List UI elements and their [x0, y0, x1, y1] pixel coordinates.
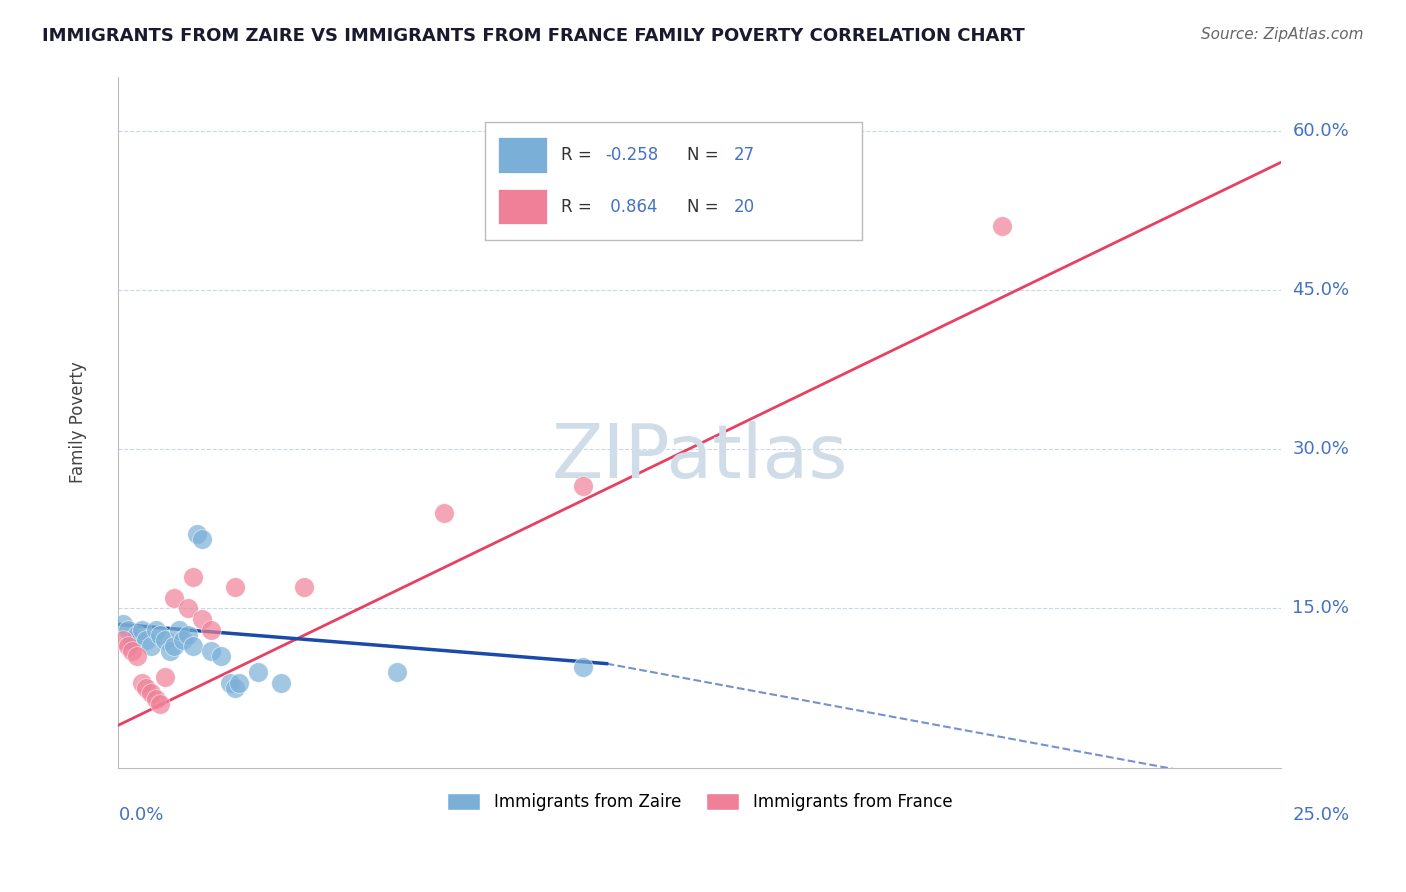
Point: [149, 628, 172, 642]
Text: IMMIGRANTS FROM ZAIRE VS IMMIGRANTS FROM FRANCE FAMILY POVERTY CORRELATION CHART: IMMIGRANTS FROM ZAIRE VS IMMIGRANTS FROM…: [42, 27, 1025, 45]
Text: 0.0%: 0.0%: [118, 805, 163, 823]
Point: [167, 623, 190, 637]
Point: [177, 628, 200, 642]
Point: [172, 633, 194, 648]
Point: [131, 675, 153, 690]
Point: [139, 639, 162, 653]
Point: [191, 533, 214, 547]
Point: [145, 623, 167, 637]
Point: [246, 665, 269, 680]
Point: [572, 479, 595, 493]
Point: [135, 633, 157, 648]
Point: [153, 633, 176, 648]
Text: 15.0%: 15.0%: [1292, 599, 1350, 617]
Text: 25.0%: 25.0%: [1292, 805, 1350, 823]
Point: [181, 639, 204, 653]
Point: [131, 623, 153, 637]
Point: [228, 675, 250, 690]
Point: [572, 660, 595, 674]
Text: R =: R =: [561, 197, 598, 216]
Point: [224, 681, 246, 695]
Point: [135, 681, 157, 695]
Point: [191, 612, 214, 626]
Point: [163, 639, 186, 653]
Point: [121, 633, 143, 648]
Point: [177, 601, 200, 615]
Text: 20: 20: [734, 197, 755, 216]
Text: Source: ZipAtlas.com: Source: ZipAtlas.com: [1201, 27, 1364, 42]
FancyBboxPatch shape: [485, 122, 862, 240]
Point: [224, 580, 246, 594]
Point: [991, 219, 1014, 233]
Point: [112, 617, 135, 632]
Point: [200, 644, 222, 658]
Text: 60.0%: 60.0%: [1292, 121, 1350, 139]
Point: [163, 591, 186, 605]
Point: [153, 670, 176, 684]
Point: [270, 675, 292, 690]
Text: R =: R =: [561, 146, 598, 164]
Point: [145, 691, 167, 706]
Text: N =: N =: [686, 146, 724, 164]
Point: [121, 644, 143, 658]
Point: [181, 569, 204, 583]
Text: 45.0%: 45.0%: [1292, 281, 1350, 299]
Text: Family Poverty: Family Poverty: [69, 361, 87, 483]
Point: [117, 639, 139, 653]
Point: [112, 633, 135, 648]
Text: -0.258: -0.258: [606, 146, 658, 164]
Point: [292, 580, 315, 594]
Point: [387, 665, 409, 680]
Point: [219, 675, 242, 690]
Point: [200, 623, 222, 637]
Point: [209, 649, 232, 664]
FancyBboxPatch shape: [499, 137, 547, 173]
Text: ZIPatlas: ZIPatlas: [551, 421, 848, 493]
Point: [117, 623, 139, 637]
Point: [159, 644, 181, 658]
Point: [433, 506, 456, 520]
Point: [186, 527, 208, 541]
Point: [125, 628, 148, 642]
Text: 27: 27: [734, 146, 755, 164]
Point: [139, 686, 162, 700]
Point: [149, 697, 172, 711]
Legend: Immigrants from Zaire, Immigrants from France: Immigrants from Zaire, Immigrants from F…: [440, 787, 959, 818]
Text: 0.864: 0.864: [606, 197, 658, 216]
Point: [125, 649, 148, 664]
Text: N =: N =: [686, 197, 724, 216]
FancyBboxPatch shape: [499, 188, 547, 225]
Text: 30.0%: 30.0%: [1292, 440, 1350, 458]
